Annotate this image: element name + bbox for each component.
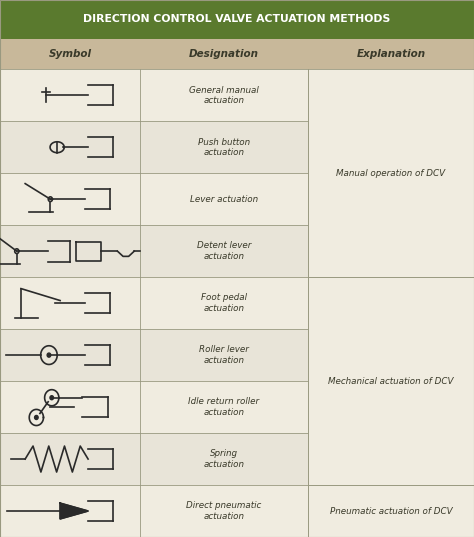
Bar bbox=[140, 485, 308, 537]
Text: Manual operation of DCV: Manual operation of DCV bbox=[337, 169, 446, 178]
Bar bbox=[140, 433, 308, 485]
Text: Explanation: Explanation bbox=[356, 49, 426, 59]
Text: Roller lever
actuation: Roller lever actuation bbox=[199, 345, 249, 365]
Bar bbox=[0, 173, 140, 225]
Polygon shape bbox=[47, 353, 51, 357]
Text: General manual
actuation: General manual actuation bbox=[189, 85, 259, 105]
Text: Spring
actuation: Spring actuation bbox=[203, 449, 245, 469]
Bar bbox=[140, 225, 308, 277]
Text: Symbol: Symbol bbox=[48, 49, 91, 59]
Bar bbox=[140, 381, 308, 433]
Bar bbox=[0, 485, 140, 537]
Bar bbox=[0, 381, 140, 433]
Bar bbox=[0, 433, 140, 485]
Polygon shape bbox=[35, 416, 38, 419]
Bar bbox=[308, 485, 474, 537]
Text: Direct pneumatic
actuation: Direct pneumatic actuation bbox=[186, 502, 262, 521]
Bar bbox=[0, 277, 140, 329]
Text: Designation: Designation bbox=[189, 49, 259, 59]
Text: Lever actuation: Lever actuation bbox=[190, 195, 258, 204]
Bar bbox=[308, 277, 474, 485]
Bar bbox=[140, 69, 308, 121]
Bar bbox=[0, 225, 140, 277]
Polygon shape bbox=[60, 503, 88, 519]
Bar bbox=[0, 0, 474, 39]
Bar bbox=[140, 329, 308, 381]
Text: Mechanical actuation of DCV: Mechanical actuation of DCV bbox=[328, 376, 454, 386]
Text: Push button
actuation: Push button actuation bbox=[198, 137, 250, 157]
Bar bbox=[0, 329, 140, 381]
Text: Foot pedal
actuation: Foot pedal actuation bbox=[201, 293, 247, 313]
Bar bbox=[140, 277, 308, 329]
Bar bbox=[0, 39, 474, 69]
Bar bbox=[0, 69, 140, 121]
Bar bbox=[0, 121, 140, 173]
Text: DIRECTION CONTROL VALVE ACTUATION METHODS: DIRECTION CONTROL VALVE ACTUATION METHOD… bbox=[83, 14, 391, 24]
Text: Detent lever
actuation: Detent lever actuation bbox=[197, 242, 251, 261]
Bar bbox=[140, 173, 308, 225]
Polygon shape bbox=[50, 396, 54, 400]
Bar bbox=[308, 69, 474, 277]
Text: Pneumatic actuation of DCV: Pneumatic actuation of DCV bbox=[330, 506, 452, 516]
Bar bbox=[140, 121, 308, 173]
Text: Idle return roller
actuation: Idle return roller actuation bbox=[188, 397, 260, 417]
